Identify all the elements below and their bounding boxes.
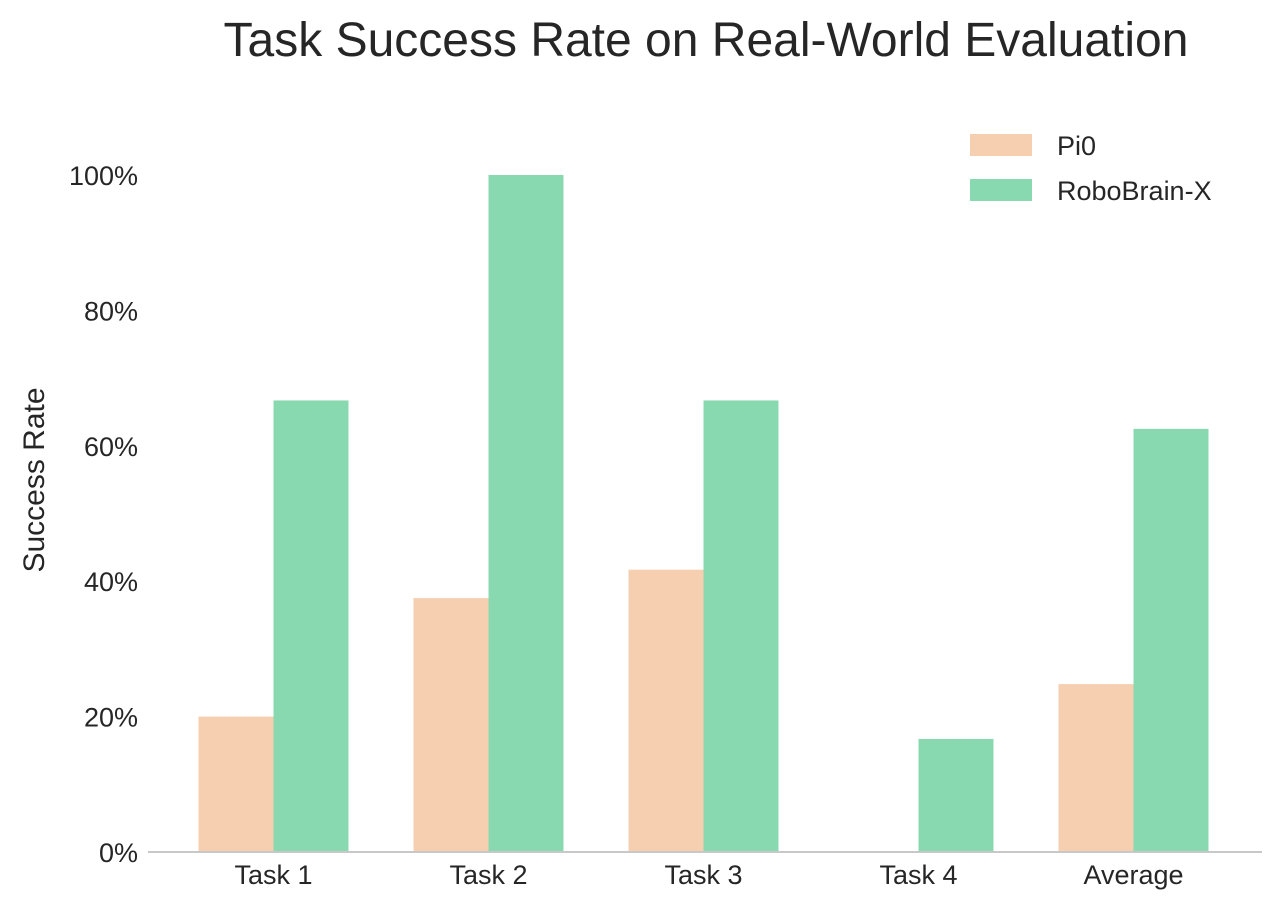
bar-robobrain-x-task-1 — [273, 400, 349, 852]
x-tick-label: Task 4 — [879, 860, 957, 890]
y-tick-label: 20% — [84, 703, 138, 733]
x-axis-ticks: Task 1 Task 2 Task 3 Task 4 Average — [234, 860, 1183, 890]
bar-pi0-task-3 — [628, 569, 704, 852]
y-tick-label: 60% — [84, 432, 138, 462]
x-tick-label: Task 1 — [234, 860, 312, 890]
x-tick-label: Task 3 — [664, 860, 742, 890]
bar-robobrain-x-task-3 — [703, 400, 779, 852]
y-tick-label: 0% — [99, 838, 138, 868]
bar-robobrain-x-task-2 — [488, 175, 564, 852]
bar-pi0-average — [1058, 684, 1134, 852]
x-tick-label: Average — [1083, 860, 1183, 890]
chart-title: Task Success Rate on Real-World Evaluati… — [224, 14, 1189, 67]
y-axis-ticks: 0% 20% 40% 60% 80% 100% — [69, 161, 138, 868]
legend-label: RoboBrain-X — [1057, 176, 1212, 206]
bar-series — [198, 175, 1209, 852]
y-tick-label: 40% — [84, 567, 138, 597]
legend: Pi0 RoboBrain-X — [970, 131, 1212, 206]
y-tick-label: 80% — [84, 296, 138, 326]
legend-swatch — [970, 179, 1032, 201]
y-axis-label: Success Rate — [18, 387, 51, 572]
x-tick-label: Task 2 — [449, 860, 527, 890]
bar-robobrain-x-average — [1133, 428, 1209, 852]
bar-robobrain-x-task-4 — [918, 738, 994, 852]
bar-pi0-task-2 — [413, 598, 489, 852]
legend-label: Pi0 — [1057, 131, 1096, 161]
legend-swatch — [970, 134, 1032, 156]
y-tick-label: 100% — [69, 161, 138, 191]
bar-pi0-task-1 — [198, 716, 274, 852]
